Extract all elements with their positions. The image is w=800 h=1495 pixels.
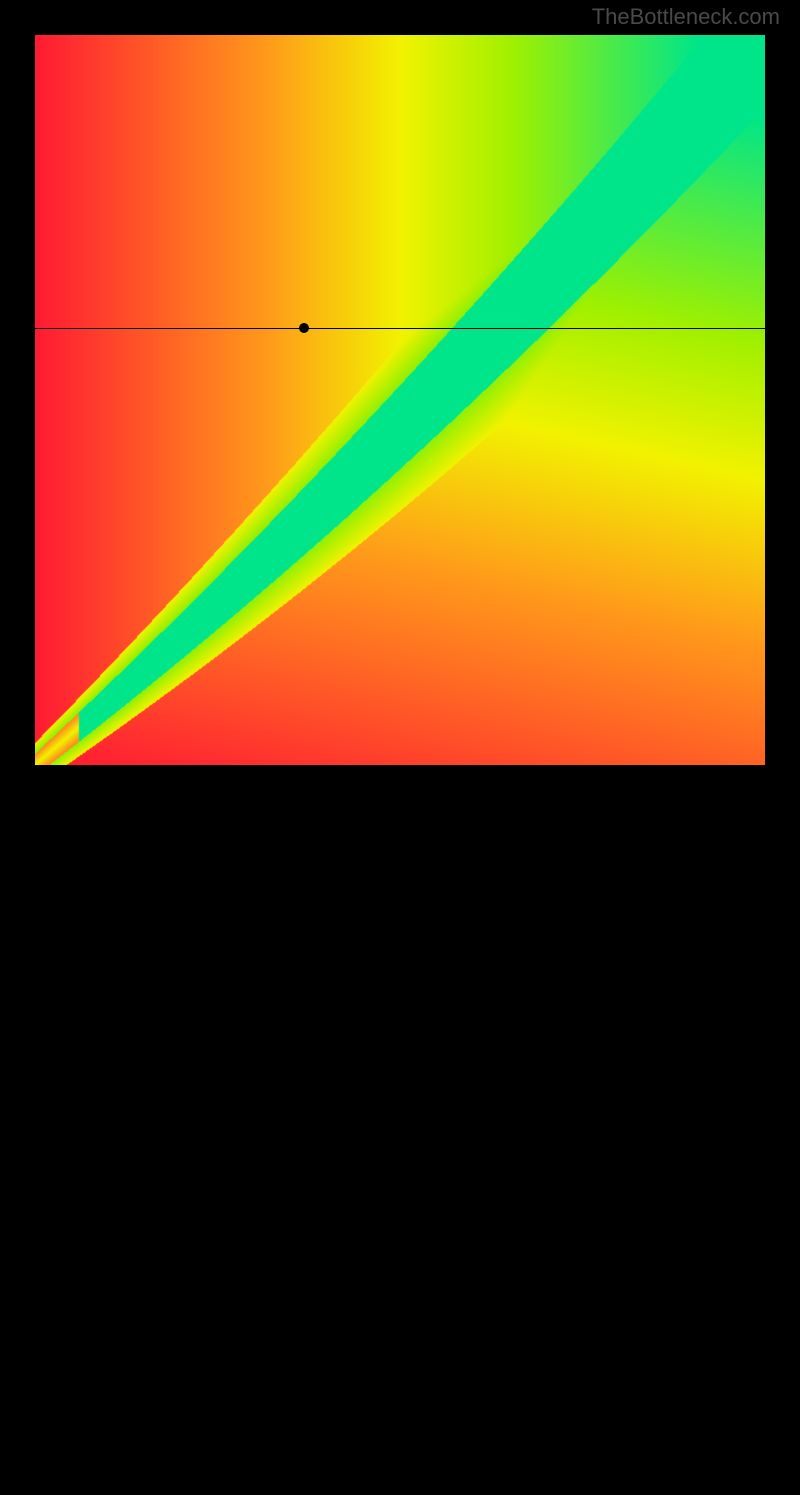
heatmap-canvas <box>35 35 765 765</box>
heatmap-plot <box>35 35 765 765</box>
crosshair-vertical <box>304 765 305 1495</box>
crosshair-horizontal <box>35 328 765 329</box>
watermark-text: TheBottleneck.com <box>592 4 780 30</box>
crosshair-marker <box>299 323 309 333</box>
